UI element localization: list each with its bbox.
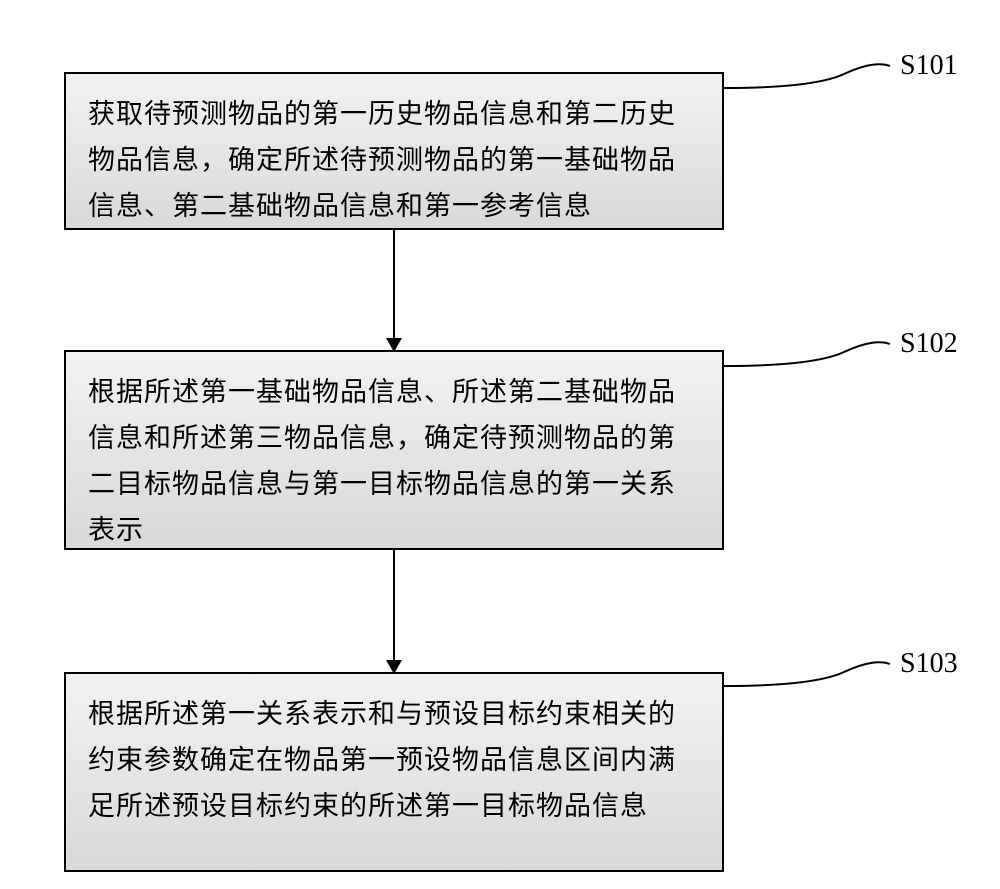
step-label-s102: S102 bbox=[900, 328, 958, 360]
step-label-s103: S103 bbox=[900, 648, 958, 680]
arrow-line-1 bbox=[393, 230, 395, 338]
arrow-line-2 bbox=[393, 550, 395, 660]
step-label-s101: S101 bbox=[900, 50, 958, 82]
step-text-s102: 根据所述第一基础物品信息、所述第二基础物品信息和所述第三物品信息，确定待预测物品… bbox=[88, 377, 676, 545]
step-box-s102: 根据所述第一基础物品信息、所述第二基础物品信息和所述第三物品信息，确定待预测物品… bbox=[64, 350, 724, 550]
flowchart-container: 获取待预测物品的第一历史物品信息和第二历史物品信息，确定所述待预测物品的第一基础… bbox=[20, 40, 980, 849]
step-text-s101: 获取待预测物品的第一历史物品信息和第二历史物品信息，确定所述待预测物品的第一基础… bbox=[88, 99, 676, 221]
connector-curve-s103 bbox=[724, 642, 900, 692]
connector-curve-s102 bbox=[724, 322, 900, 372]
step-box-s103: 根据所述第一关系表示和与预设目标约束相关的约束参数确定在物品第一预设物品信息区间… bbox=[64, 672, 724, 872]
step-text-s103: 根据所述第一关系表示和与预设目标约束相关的约束参数确定在物品第一预设物品信息区间… bbox=[88, 699, 676, 821]
connector-curve-s101 bbox=[724, 44, 900, 94]
step-box-s101: 获取待预测物品的第一历史物品信息和第二历史物品信息，确定所述待预测物品的第一基础… bbox=[64, 72, 724, 230]
